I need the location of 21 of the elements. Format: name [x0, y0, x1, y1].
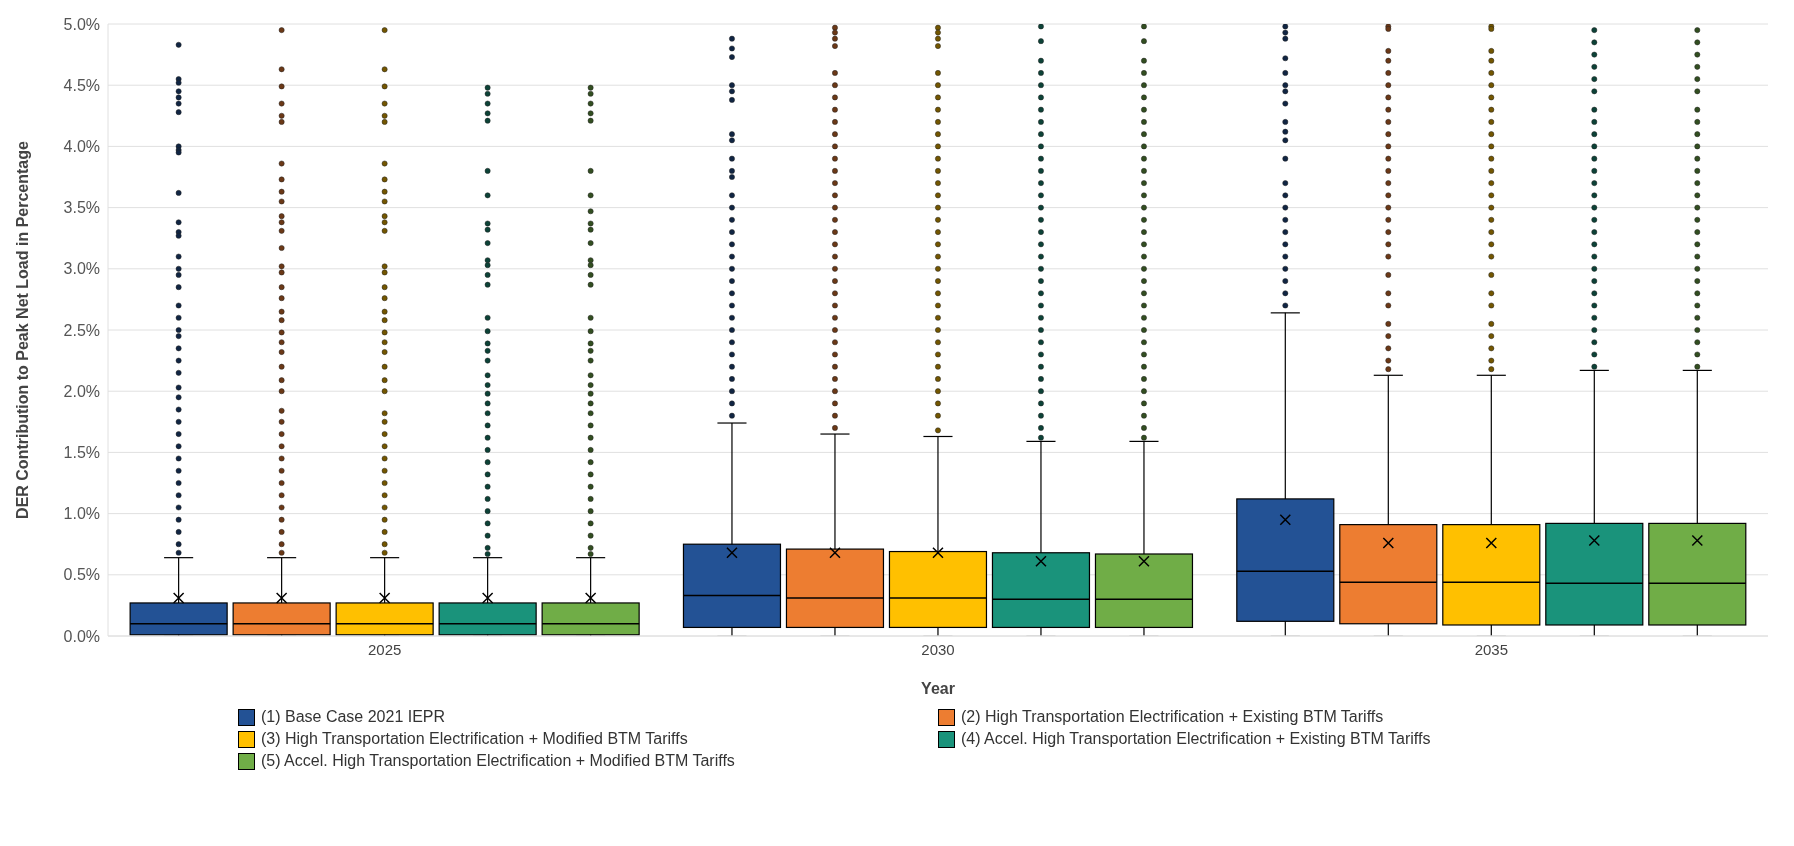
legend-label: (2) High Transportation Electrification + Existing BTM Tariffs — [961, 708, 1384, 726]
y-tick-label: 1.5% — [63, 444, 100, 462]
y-tick-label: 3.0% — [63, 260, 100, 278]
y-axis-title: DER Contribution to Peak Net Load in Percentage — [13, 140, 31, 519]
legend-label: (3) High Transportation Electrification + Modified BTM Tariffs — [261, 730, 688, 748]
x-tick-label: 2025 — [367, 640, 402, 658]
x-tick-label: 2035 — [1474, 640, 1509, 658]
y-tick-label: 0.5% — [63, 566, 100, 584]
y-tick-label: 1.0% — [63, 505, 100, 523]
legend-label: (1) Base Case 2021 IEPR — [261, 708, 446, 726]
y-tick-label: 3.5% — [63, 199, 100, 217]
y-tick-label: 0.0% — [63, 627, 100, 645]
y-tick-label: 2.5% — [63, 321, 100, 339]
y-tick-label: 5.0% — [63, 15, 100, 33]
x-tick-label: 2030 — [921, 640, 955, 658]
legend-label: (4) Accel. High Transportation Electrification + Existing BTM Tariffs — [961, 730, 1431, 748]
x-axis-title: Year — [921, 680, 955, 697]
y-tick-label: 2.0% — [63, 382, 100, 400]
legend-label: (5) Accel. High Transportation Electrification + Modified BTM Tariffs — [261, 752, 735, 770]
y-tick-label: 4.5% — [63, 76, 100, 94]
y-tick-label: 4.0% — [63, 138, 100, 156]
